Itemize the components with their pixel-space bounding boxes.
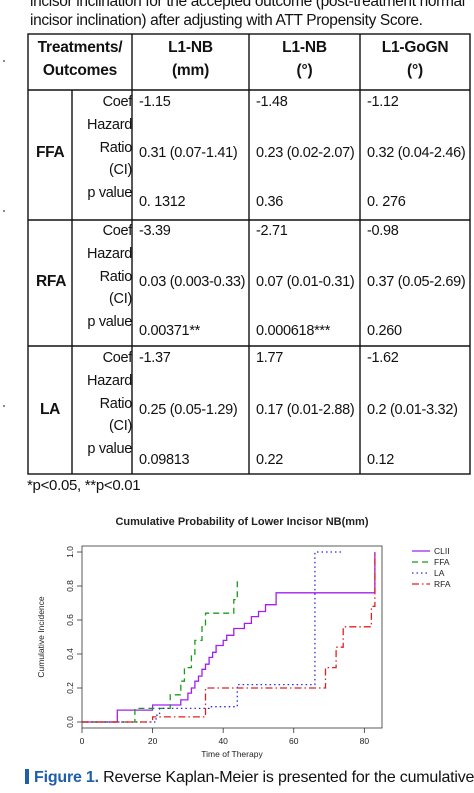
rfa-hr-l1nb-mm: 0.03 (0.003-0.33) (139, 274, 246, 290)
y-tick-label: 0.2 (65, 682, 75, 694)
group-label-rfa: RFA (36, 273, 67, 290)
series-line-clii (82, 552, 376, 723)
km-chart: Cumulative Probability of Lower Incisor … (22, 509, 472, 767)
rfa-hr-l1gogn: 0.37 (0.05-2.69) (367, 274, 466, 290)
la-hr-l1gogn: 0.2 (0.01-3.32) (367, 402, 458, 418)
row-labels-la: Coef Hazard Ratio (CI) p value (87, 350, 132, 458)
caption-text: Reverse Kaplan-Meier is presented for th… (98, 769, 474, 786)
la-hr-l1nb-deg: 0.17 (0.01-2.88) (256, 402, 355, 418)
rfa-p-l1nb-mm: 0.00371** (139, 323, 200, 339)
y-tick-label: 0.6 (65, 614, 75, 626)
x-tick-label: 0 (80, 736, 85, 746)
y-tick-label: 1.0 (65, 546, 75, 558)
ffa-p-l1nb-mm: 0. 1312 (139, 194, 186, 210)
figure-caption: Figure 1. Reverse Kaplan-Meier is presen… (25, 769, 474, 787)
intro-line-1: incisor inclination for the accepted out… (30, 0, 465, 10)
legend-label-la: LA (434, 568, 445, 578)
km-chart-svg: Cumulative Probability of Lower Incisor … (36, 516, 451, 759)
x-tick-label: 40 (218, 736, 228, 746)
chart-title: Cumulative Probability of Lower Incisor … (115, 516, 368, 528)
ffa-hr-l1nb-mm: 0.31 (0.07-1.41) (139, 145, 238, 161)
intro-line-2: incisor inclination) after adjusting wit… (30, 12, 423, 29)
legend-label-rfa: RFA (434, 579, 451, 589)
caption-bar-icon (25, 769, 29, 784)
la-p-l1nb-mm: 0.09813 (139, 452, 190, 468)
series-line-ffa (82, 579, 238, 723)
header-l1nb-mm: L1-NB (mm) (168, 39, 213, 79)
la-p-l1gogn: 0.12 (367, 452, 395, 468)
ffa-hr-l1gogn: 0.32 (0.04-2.46) (367, 145, 466, 161)
table-footnote: *p<0.05, **p<0.01 (27, 477, 141, 494)
la-coef-l1gogn: -1.62 (367, 350, 399, 366)
series-line-rfa (82, 552, 376, 723)
intro-paragraph: incisor inclination for the accepted out… (30, 0, 470, 30)
margin-mark (3, 405, 5, 407)
x-axis-label: Time of Therapy (201, 749, 263, 759)
y-tick-label: 0.4 (65, 648, 75, 660)
rfa-coef-l1nb-deg: -2.71 (256, 223, 288, 239)
margin-mark (3, 210, 5, 212)
ffa-hr-l1nb-deg: 0.23 (0.02-2.07) (256, 145, 355, 161)
legend-label-clii: CLII (434, 546, 450, 556)
la-hr-l1nb-mm: 0.25 (0.05-1.29) (139, 402, 238, 418)
rfa-coef-l1gogn: -0.98 (367, 223, 399, 239)
la-coef-l1nb-mm: -1.37 (139, 350, 171, 366)
x-tick-label: 20 (148, 736, 158, 746)
legend-label-ffa: FFA (434, 557, 450, 567)
y-tick-label: 0.8 (65, 580, 75, 592)
x-tick-label: 60 (289, 736, 299, 746)
y-axis-label: Cumulative Incidence (36, 596, 46, 678)
series-line-la (82, 551, 344, 723)
rfa-hr-l1nb-deg: 0.07 (0.01-0.31) (256, 274, 355, 290)
group-label-la: LA (40, 401, 61, 418)
rfa-p-l1nb-deg: 0.000618*** (256, 323, 331, 339)
header-l1nb-deg: L1-NB (°) (282, 39, 327, 79)
margin-mark (3, 60, 5, 62)
plot-frame (81, 545, 383, 729)
ffa-coef-l1nb-mm: -1.15 (139, 94, 171, 110)
rfa-coef-l1nb-mm: -3.39 (139, 223, 171, 239)
results-table: Treatments/Outcomes L1-NB (mm) L1-NB (°) L… (27, 33, 471, 475)
table-grid (27, 33, 471, 475)
la-p-l1nb-deg: 0.22 (256, 452, 284, 468)
ffa-p-l1nb-deg: 0.36 (256, 194, 284, 210)
x-tick-label: 80 (360, 736, 370, 746)
header-l1gogn-deg: L1-GoGN (°) (381, 39, 449, 79)
group-label-ffa: FFA (36, 144, 65, 161)
rfa-p-l1gogn: 0.260 (367, 323, 402, 339)
ffa-coef-l1gogn: -1.12 (367, 94, 399, 110)
row-labels-ffa: Coef Hazard Ratio (CI) p value (87, 94, 132, 202)
figure-label: Figure 1. (34, 769, 99, 786)
y-tick-label: 0.0 (65, 716, 75, 728)
row-labels-rfa: Coef Hazard Ratio (CI) p value (87, 223, 132, 331)
ffa-coef-l1nb-deg: -1.48 (256, 94, 288, 110)
ffa-p-l1gogn: 0. 276 (367, 194, 406, 210)
header-treatments: Treatments/Outcomes (37, 39, 123, 79)
la-coef-l1nb-deg: 1.77 (256, 350, 284, 366)
